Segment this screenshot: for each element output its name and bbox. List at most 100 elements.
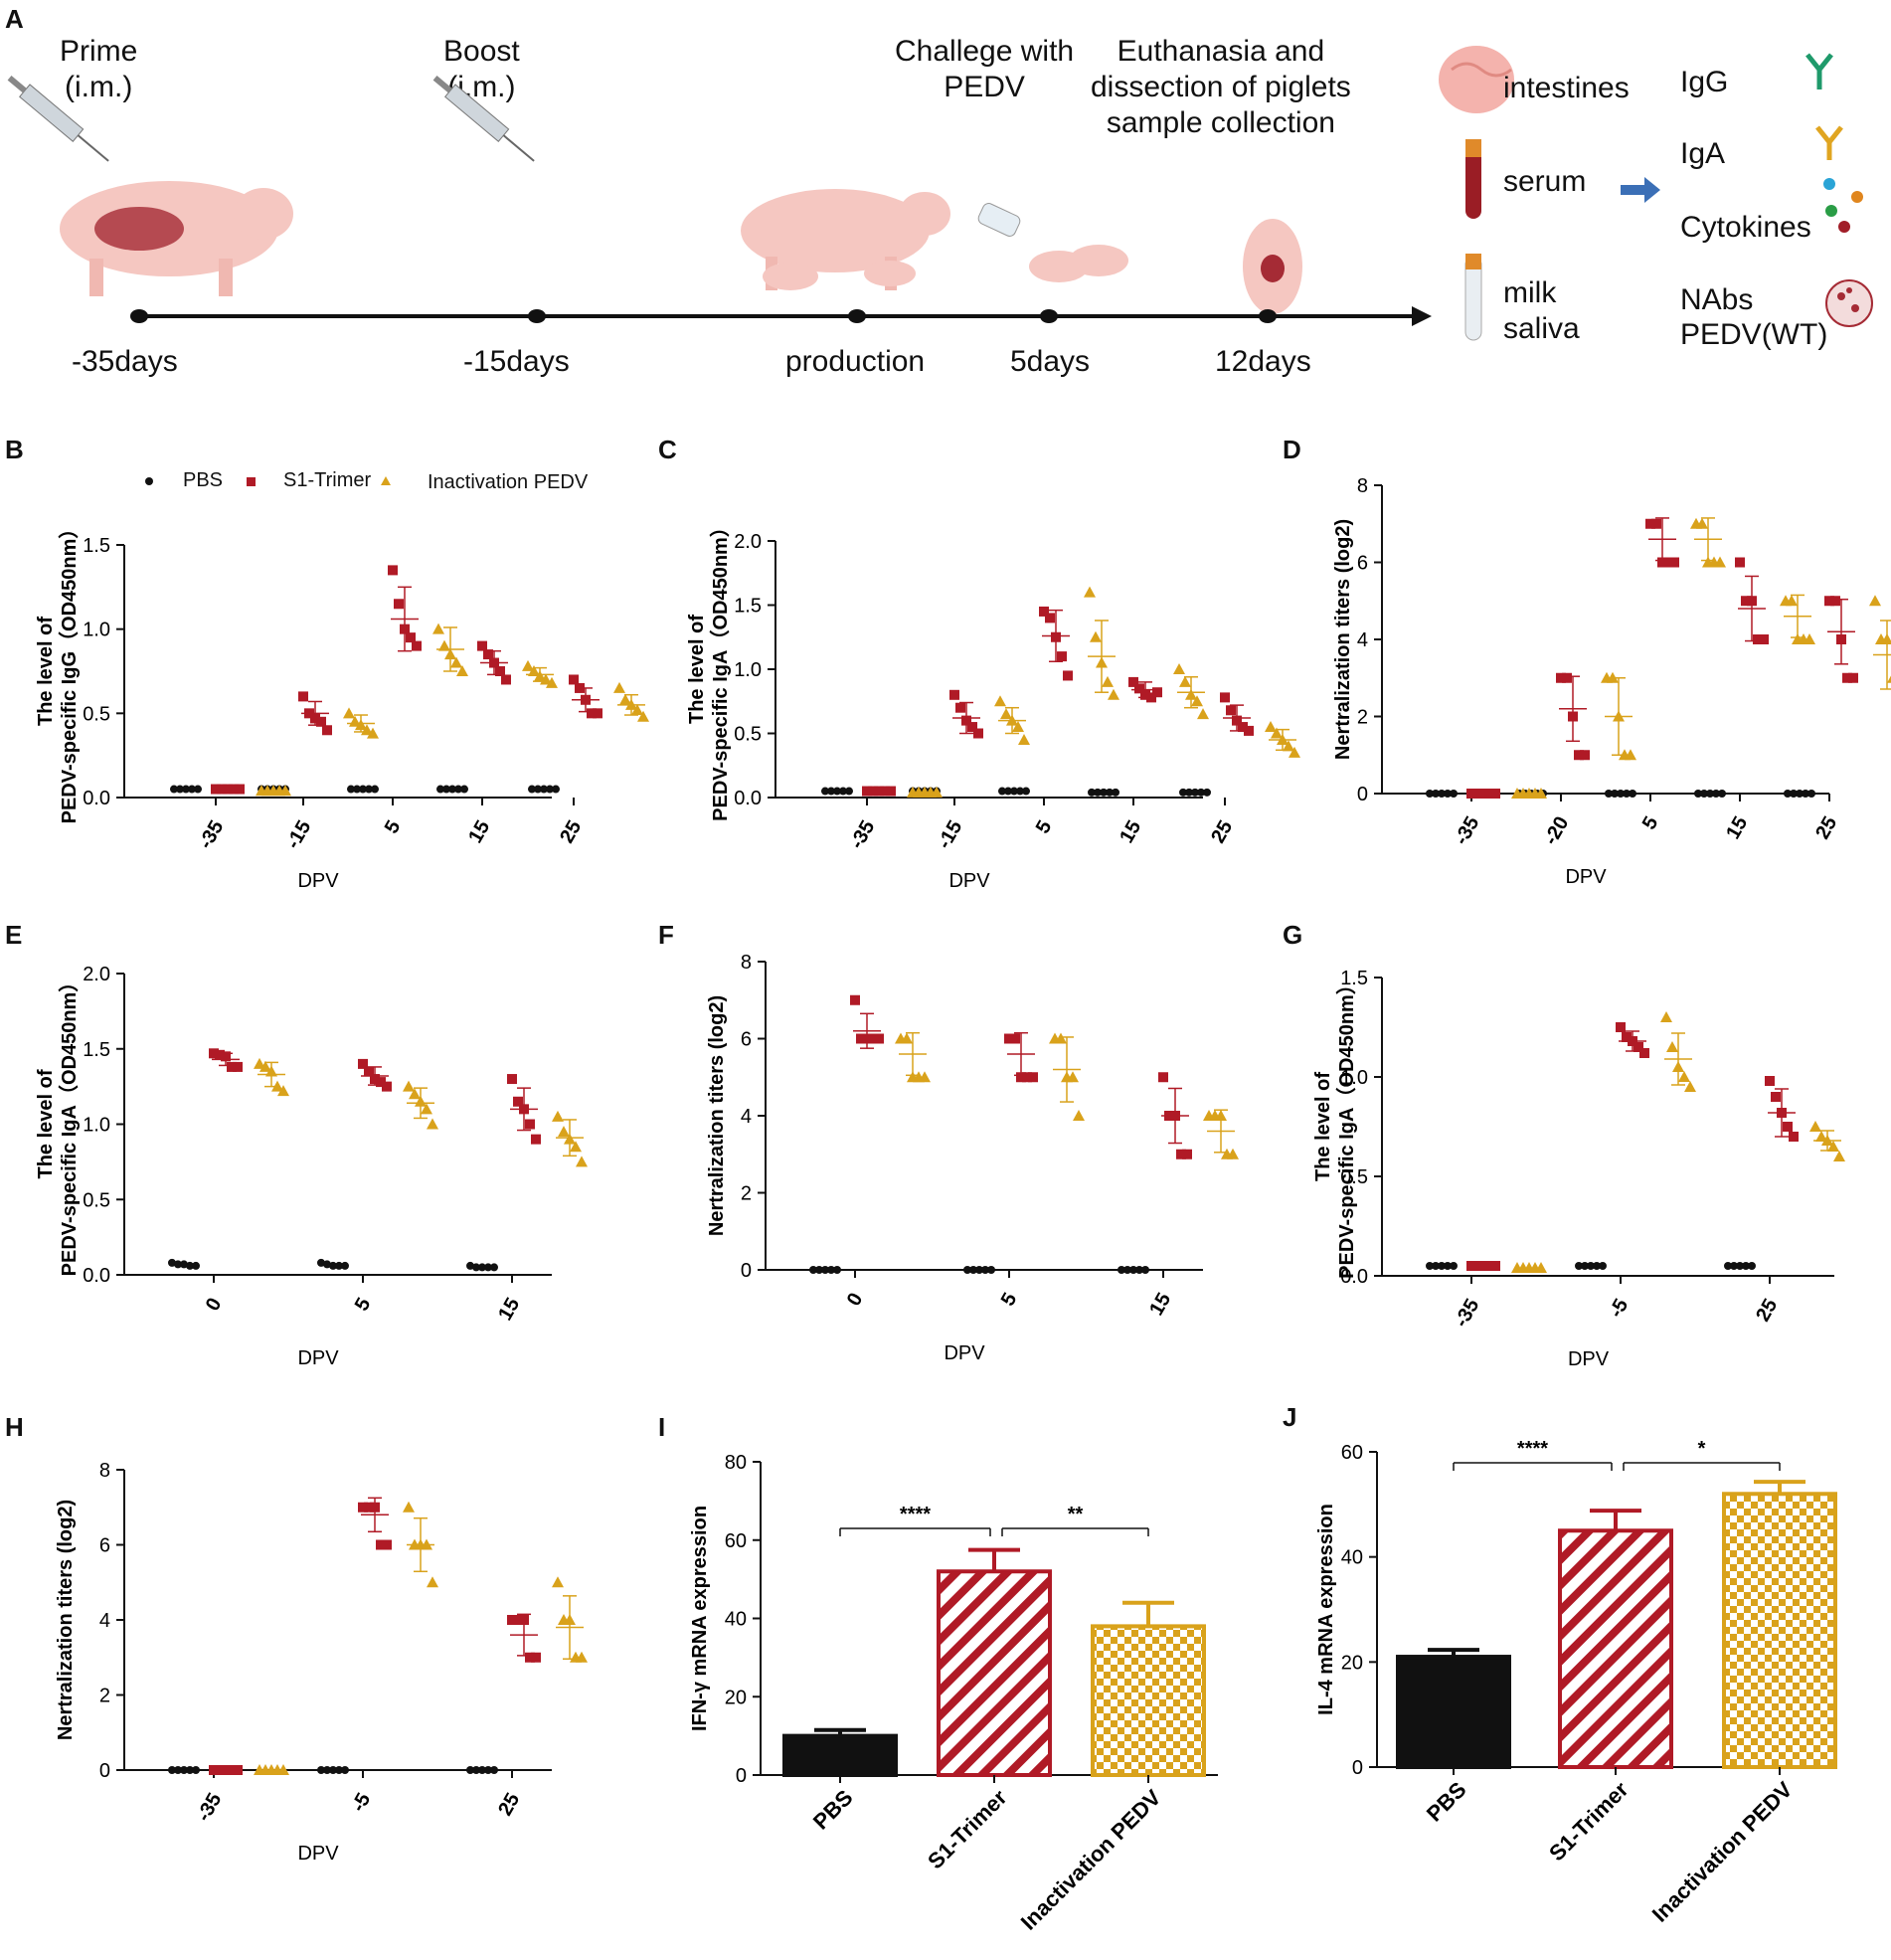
data-point-s1-trimer <box>229 784 239 795</box>
y-tick-label: 6 <box>99 1535 110 1557</box>
data-point-inactivation <box>552 1576 564 1588</box>
data-point-s1-trimer <box>1735 557 1745 568</box>
data-point-pbs <box>1444 790 1452 798</box>
data-point-pbs <box>180 1260 188 1269</box>
data-point-s1-trimer <box>1022 1072 1032 1083</box>
y-tick-label: 20 <box>1341 1652 1363 1674</box>
x-tick-label: 25 <box>494 1790 524 1820</box>
data-point-pbs <box>478 1766 486 1774</box>
data-point-pbs <box>1135 1266 1143 1274</box>
data-point-s1-trimer <box>880 786 890 797</box>
data-point-pbs <box>1432 1262 1440 1270</box>
data-point-s1-trimer <box>1478 1261 1488 1271</box>
data-point-s1-trimer <box>223 784 233 795</box>
data-point-pbs <box>815 1266 823 1274</box>
data-point-pbs <box>1129 1266 1137 1274</box>
bar-inactivation-pedv <box>1091 1624 1206 1777</box>
significance-label: **** <box>1517 1438 1548 1460</box>
tick-label-production: production <box>785 345 926 378</box>
data-point-s1-trimer <box>1490 789 1500 799</box>
data-point-pbs <box>1712 790 1720 798</box>
panel-letter-I: I <box>658 1412 666 1442</box>
data-point-pbs <box>1185 788 1193 797</box>
panel-letter-F: F <box>658 920 674 950</box>
data-point-pbs <box>1730 1262 1738 1270</box>
y-tick-label: 0 <box>741 1260 752 1282</box>
y-tick-label: 1.5 <box>83 535 110 557</box>
sample-saliva: saliva <box>1503 312 1580 345</box>
data-point-pbs <box>1004 787 1012 796</box>
data-point-inactivation <box>1265 721 1277 733</box>
data-point-s1-trimer <box>1063 670 1073 681</box>
data-point-pbs <box>1694 790 1702 798</box>
milk-tube-icon <box>1464 254 1482 341</box>
intestines-icon <box>1439 46 1514 113</box>
data-point-pbs <box>335 1766 343 1774</box>
y-tick-label: 2 <box>1357 707 1368 729</box>
data-point-pbs <box>1706 790 1714 798</box>
data-point-pbs <box>472 1263 480 1272</box>
data-point-s1-trimer <box>1226 705 1236 716</box>
data-point-inactivation <box>1809 1121 1821 1132</box>
data-point-s1-trimer <box>1472 789 1482 799</box>
data-point-inactivation <box>1271 727 1283 739</box>
y-axis-label: The level of <box>686 615 708 724</box>
data-point-s1-trimer <box>1639 1048 1649 1058</box>
data-point-s1-trimer <box>874 786 884 797</box>
x-tick-label: Inactivation PEDV <box>1016 1785 1166 1935</box>
readout-igg: IgG <box>1680 66 1729 98</box>
tick-label-minus15: -15days <box>463 345 570 378</box>
data-point-s1-trimer <box>233 1061 243 1072</box>
data-point-pbs <box>1587 1262 1595 1270</box>
data-point-inactivation <box>1804 633 1815 644</box>
data-point-pbs <box>821 787 829 796</box>
x-tick-label: -5 <box>347 1790 375 1816</box>
data-point-pbs <box>168 1766 176 1774</box>
milk-bottle-piglets-icon <box>977 203 1128 282</box>
data-point-s1-trimer <box>1016 1072 1026 1083</box>
y-tick-label: 0 <box>1357 784 1368 805</box>
data-point-s1-trimer <box>209 1048 219 1059</box>
y-tick-label: 1.5 <box>83 1039 110 1061</box>
x-tick-label: 5 <box>381 817 406 838</box>
data-point-inactivation <box>277 1764 289 1775</box>
data-point-pbs <box>317 1258 325 1267</box>
data-point-inactivation <box>1684 1081 1696 1092</box>
data-point-s1-trimer <box>227 1061 237 1072</box>
data-point-pbs <box>1197 788 1205 797</box>
data-point-pbs <box>168 1258 176 1267</box>
data-point-pbs <box>484 1766 492 1774</box>
data-point-pbs <box>490 1766 498 1774</box>
data-point-inactivation <box>528 665 540 676</box>
x-tick-label: 15 <box>1145 1290 1175 1320</box>
data-point-s1-trimer <box>215 1765 225 1775</box>
data-point-s1-trimer <box>215 1049 225 1060</box>
chart-H: 0 2 4 6 8 Nertralization titers (log2) -35 -5 25… <box>55 1460 588 1865</box>
data-point-inactivation <box>1179 675 1191 687</box>
data-point-pbs <box>1016 787 1024 796</box>
y-tick-label: 0.5 <box>1340 1166 1368 1188</box>
data-point-s1-trimer <box>1645 518 1655 529</box>
event-challenge: Challege with PEDV <box>895 35 1075 103</box>
data-point-s1-trimer <box>868 786 878 797</box>
data-point-pbs <box>1191 788 1199 797</box>
data-point-pbs <box>347 785 355 794</box>
y-tick-label: 80 <box>725 1452 747 1474</box>
data-point-inactivation <box>1696 517 1708 529</box>
y-axis-label: The level of <box>35 1069 57 1178</box>
readout-pedv: PEDV(WT) <box>1680 318 1828 351</box>
right-arrow-icon <box>1621 177 1660 203</box>
data-point-s1-trimer <box>1622 1032 1632 1042</box>
data-point-s1-trimer <box>235 784 245 795</box>
data-point-pbs <box>552 785 560 794</box>
y-tick-label: 8 <box>99 1460 110 1482</box>
data-point-pbs <box>1450 1262 1458 1270</box>
data-point-s1-trimer <box>406 632 416 643</box>
data-point-s1-trimer <box>531 1134 541 1145</box>
bar-s1-trimer <box>1558 1528 1673 1769</box>
data-point-s1-trimer <box>1556 672 1566 683</box>
data-point-pbs <box>845 787 853 796</box>
y-axis-label: Nertralization titers (log2) <box>1332 519 1354 760</box>
data-point-inactivation <box>277 1085 289 1097</box>
data-point-s1-trimer <box>388 565 398 576</box>
